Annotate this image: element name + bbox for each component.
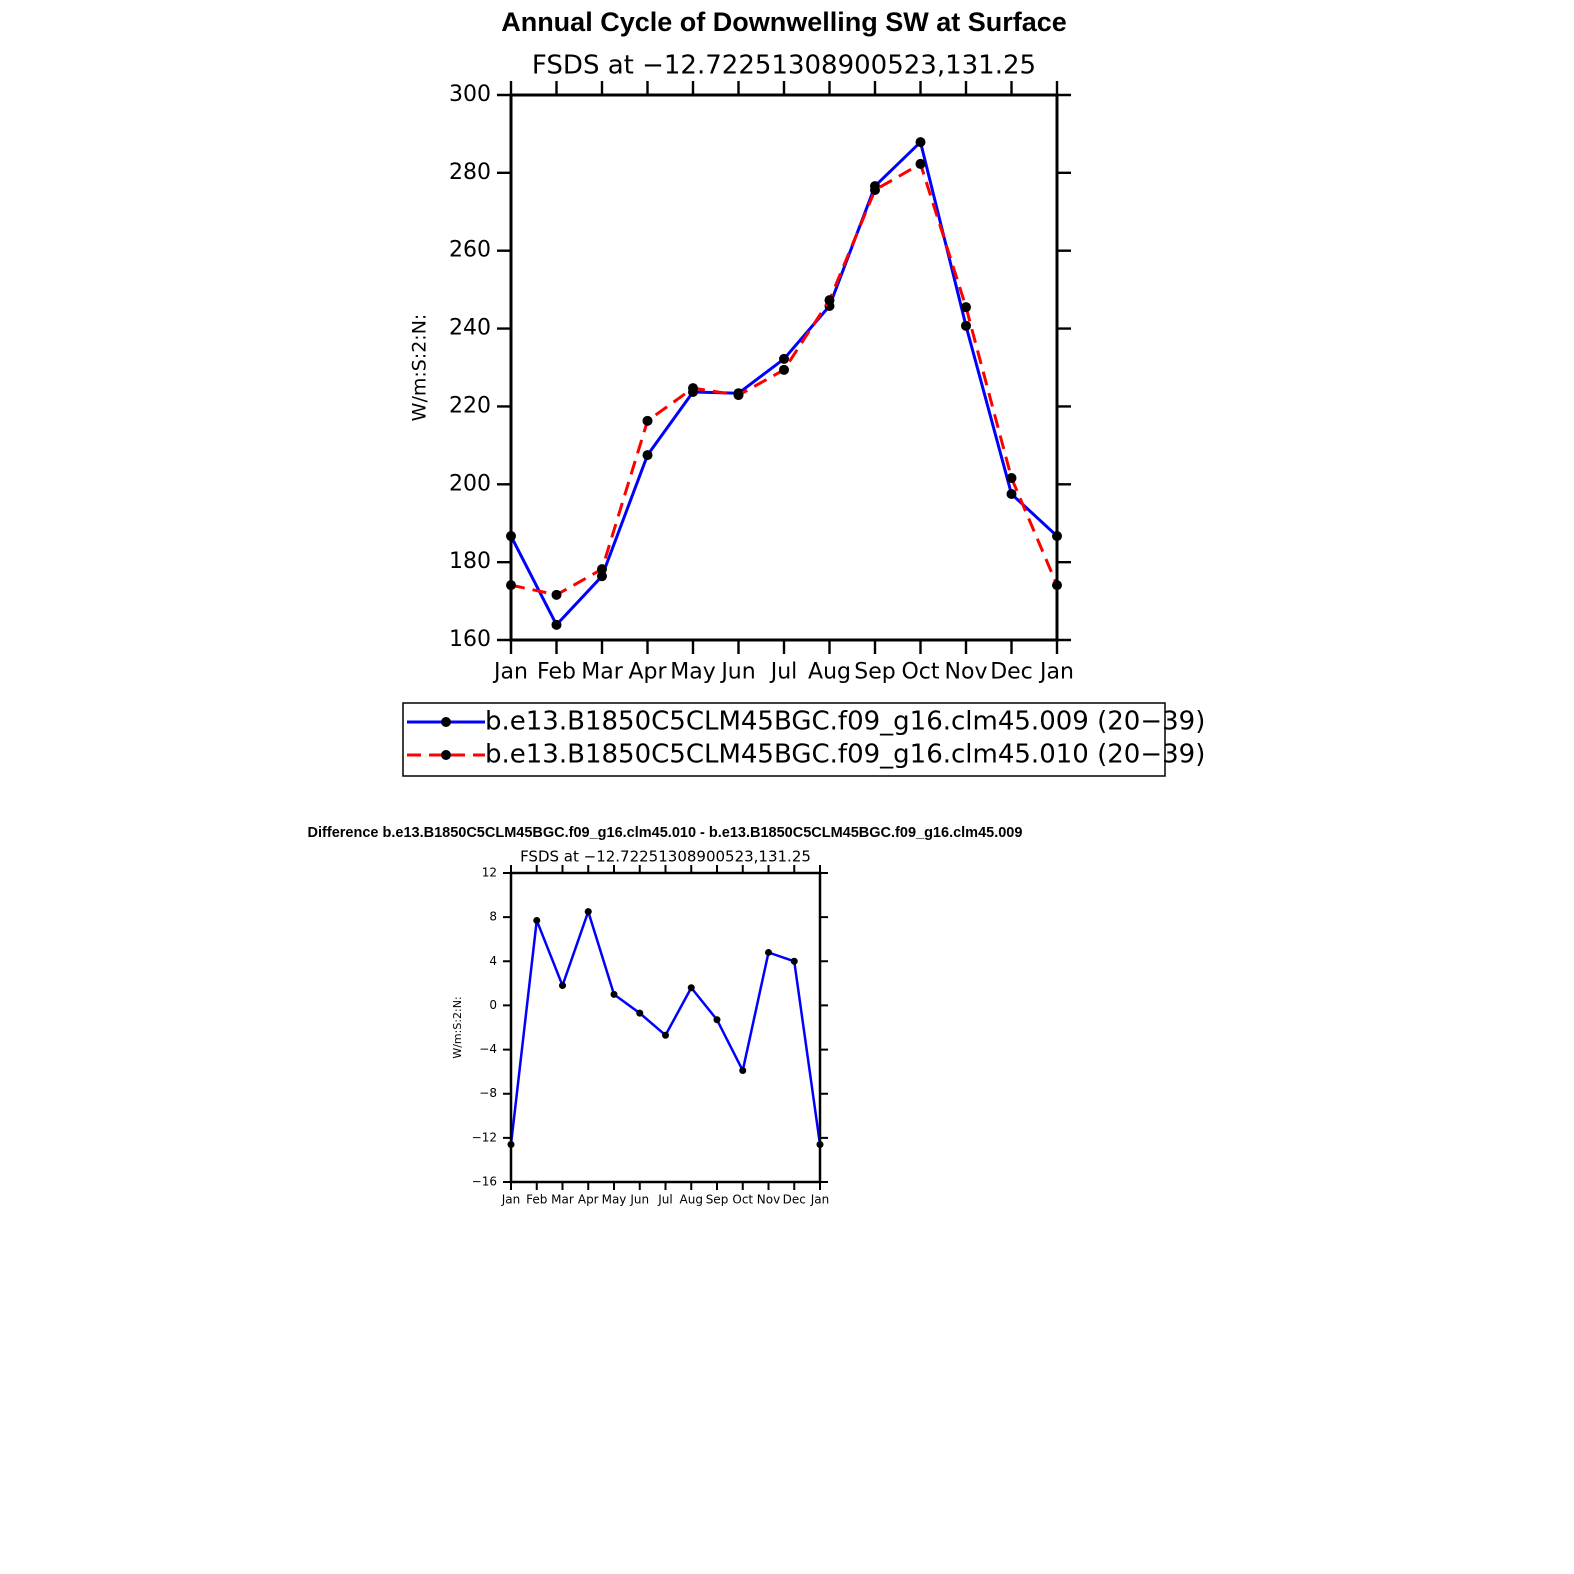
data-point <box>733 390 744 401</box>
series-line <box>509 907 822 1145</box>
data-point <box>1006 473 1017 484</box>
y-tick-label: 0 <box>489 998 497 1012</box>
series-line <box>510 161 1059 597</box>
x-tick-label: Jul <box>657 1193 672 1207</box>
x-tick-label: Jan <box>501 1193 521 1207</box>
y-tick-label: 220 <box>449 393 491 418</box>
data-point <box>790 957 798 965</box>
y-tick-label: −16 <box>472 1175 497 1189</box>
chart-title: Difference b.e13.B1850C5CLM45BGC.f09_g16… <box>308 825 1023 841</box>
x-tick-label: Dec <box>783 1193 806 1207</box>
data-point <box>551 619 562 630</box>
data-point <box>765 948 772 956</box>
data-point <box>687 984 695 992</box>
data-point <box>559 982 566 990</box>
data-point <box>779 364 789 375</box>
chart-subtitle: FSDS at −12.72251308900523,131.25 <box>532 51 1036 81</box>
x-tick-label: Dec <box>990 660 1033 685</box>
legend-marker <box>441 717 451 727</box>
x-tick-label: Feb <box>526 1193 547 1207</box>
y-tick-label: 8 <box>489 910 497 924</box>
data-point <box>779 353 789 364</box>
data-point <box>636 1009 644 1017</box>
x-tick-label: Jul <box>769 660 798 685</box>
x-tick-label: Jan <box>492 660 528 685</box>
y-tick-label: 200 <box>449 471 491 496</box>
y-tick-label: 12 <box>482 866 497 880</box>
y-tick-label: 180 <box>449 549 491 574</box>
y-tick-label: 160 <box>449 627 491 652</box>
data-point <box>642 450 653 461</box>
y-tick-label: 4 <box>489 954 497 968</box>
x-tick-label: Oct <box>732 1193 753 1207</box>
data-point <box>597 564 607 575</box>
x-tick-label: Jan <box>1038 660 1074 685</box>
y-tick-label: 300 <box>449 82 491 107</box>
x-tick-label: Sep <box>706 1193 729 1207</box>
x-tick-label: Jun <box>629 1193 649 1207</box>
data-point <box>584 908 592 916</box>
legend-marker <box>441 750 451 760</box>
x-tick-label: Nov <box>757 1193 780 1207</box>
data-point <box>961 302 971 313</box>
data-point <box>915 137 926 148</box>
x-tick-label: Apr <box>578 1193 599 1207</box>
chart-subtitle: FSDS at −12.72251308900523,131.25 <box>520 848 811 866</box>
x-tick-label: Mar <box>551 1193 574 1207</box>
plot-frame <box>509 93 1059 642</box>
y-tick-label: 260 <box>449 238 491 263</box>
data-point <box>610 990 618 998</box>
legend-label: b.e13.B1850C5CLM45BGC.f09_g16.clm45.009 … <box>485 707 1205 737</box>
y-tick-label: 240 <box>449 316 491 341</box>
y-tick-label: −4 <box>479 1042 497 1056</box>
y-axis-label: W/m:S:2:N: <box>409 314 431 422</box>
series-line <box>509 139 1059 628</box>
y-tick-label: −12 <box>472 1130 497 1144</box>
x-tick-label: Jan <box>810 1193 830 1207</box>
y-tick-label: 280 <box>449 160 491 185</box>
data-point <box>870 184 880 195</box>
data-point <box>824 295 835 306</box>
chart-title: Annual Cycle of Downwelling SW at Surfac… <box>501 7 1067 37</box>
x-tick-label: Aug <box>808 660 851 685</box>
x-tick-label: Aug <box>680 1193 703 1207</box>
plot-frame <box>509 871 822 1184</box>
x-tick-label: Nov <box>945 660 988 685</box>
x-tick-label: Oct <box>901 660 939 685</box>
y-axis-label: W/m:S:2:N: <box>451 996 464 1058</box>
data-point <box>915 158 926 169</box>
x-tick-label: Feb <box>537 660 576 685</box>
data-point <box>961 320 971 331</box>
data-point <box>1006 489 1017 500</box>
data-point <box>713 1016 721 1024</box>
legend-box <box>402 702 1166 777</box>
x-tick-label: Sep <box>854 660 895 685</box>
x-tick-label: May <box>602 1193 627 1207</box>
data-point <box>642 415 653 426</box>
data-point <box>551 589 562 600</box>
data-point <box>597 571 607 582</box>
data-point <box>688 383 698 394</box>
data-point <box>662 1031 669 1039</box>
y-tick-label: −8 <box>479 1086 497 1100</box>
data-point <box>533 916 541 924</box>
data-point <box>739 1067 747 1075</box>
x-tick-label: Apr <box>628 660 667 685</box>
x-tick-label: May <box>670 660 715 685</box>
legend-label: b.e13.B1850C5CLM45BGC.f09_g16.clm45.010 … <box>485 740 1205 770</box>
x-tick-label: Jun <box>719 660 755 685</box>
x-tick-label: Mar <box>581 660 623 685</box>
